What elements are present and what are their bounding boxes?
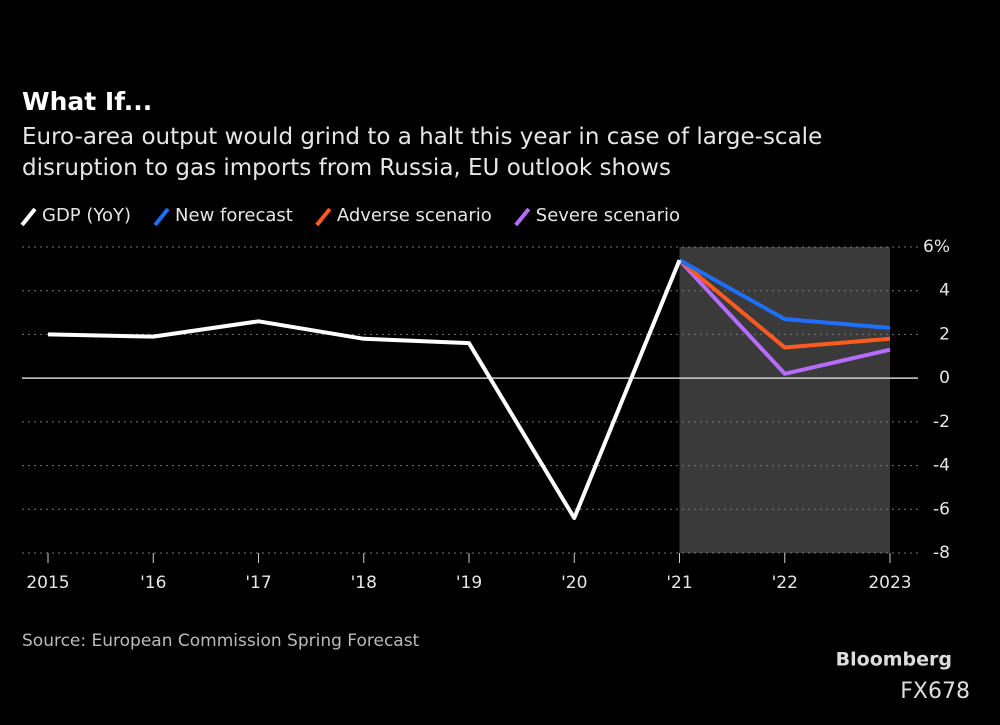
watermark: FX678 — [900, 679, 970, 704]
legend-label: New forecast — [175, 205, 293, 226]
brand: Bloomberg — [836, 649, 952, 671]
x-tick-label: '21 — [666, 573, 692, 593]
source: Source: European Commission Spring Forec… — [22, 631, 420, 651]
x-tick-label: 2015 — [26, 573, 69, 593]
y-tick-label: -2 — [933, 412, 950, 432]
legend-label: GDP (YoY) — [42, 205, 131, 226]
x-tick-label: '19 — [456, 573, 482, 593]
y-tick-label: -8 — [933, 543, 950, 563]
series-line — [678, 258, 891, 376]
legend-swatch — [153, 207, 170, 227]
x-tick-label: '20 — [561, 573, 587, 593]
x-tick-label: 2023 — [868, 573, 911, 593]
y-tick-label: 0 — [939, 368, 950, 388]
y-tick-label: -6 — [933, 499, 950, 519]
y-tick-label: 4 — [939, 281, 950, 301]
y-tick-label: -4 — [933, 456, 950, 476]
legend-label: Severe scenario — [536, 205, 680, 226]
y-tick-label: 6% — [923, 237, 950, 257]
series-line — [47, 259, 682, 521]
x-tick-label: '18 — [351, 573, 377, 593]
x-tick-label: '16 — [140, 573, 166, 593]
legend-swatch — [20, 207, 37, 227]
legend-swatch — [514, 207, 531, 227]
x-tick-label: '17 — [245, 573, 271, 593]
series-line — [678, 258, 891, 330]
chart-subtitle: Euro-area output would grind to a halt t… — [22, 124, 822, 181]
legend-label: Adverse scenario — [337, 205, 492, 226]
series-line — [678, 258, 891, 350]
legend-swatch — [315, 207, 332, 227]
chart-title: What If... — [22, 87, 152, 116]
y-tick-label: 2 — [939, 324, 950, 344]
x-tick-label: '22 — [772, 573, 798, 593]
